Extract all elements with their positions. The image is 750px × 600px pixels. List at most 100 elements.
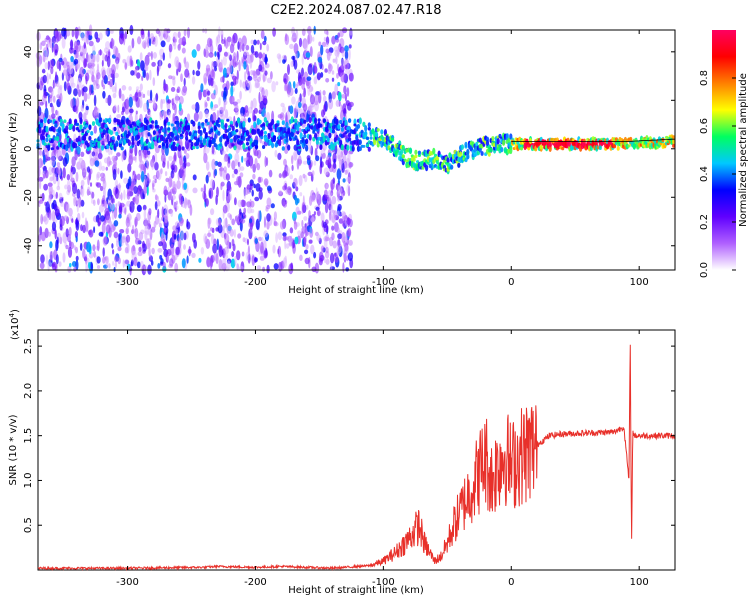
spectrogram-cell xyxy=(222,204,228,214)
spectrogram-cell xyxy=(96,63,100,74)
spectrogram-cell xyxy=(148,38,152,47)
spectrogram-cell xyxy=(52,126,56,133)
spectrogram-cell xyxy=(162,261,166,270)
spectrogram-cell xyxy=(259,100,265,110)
spectrogram-cell xyxy=(307,106,311,112)
spectrogram-cell xyxy=(124,62,128,70)
spectrogram-cell xyxy=(205,64,211,72)
spectrogram-cell xyxy=(253,39,257,46)
spectrogram-cell xyxy=(83,35,88,44)
spectrogram-cell xyxy=(117,52,121,61)
spectrogram-cell xyxy=(120,146,124,151)
spectrogram-cell xyxy=(253,121,257,129)
spectrogram-cell xyxy=(435,155,439,161)
spectrogram-cell xyxy=(49,102,53,108)
spectrogram-cell xyxy=(264,89,269,98)
spectrogram-cell xyxy=(282,54,287,60)
spectrogram-cell xyxy=(203,73,208,84)
spectrogram-cell xyxy=(286,84,291,94)
spectrogram-cell xyxy=(281,146,285,151)
spectrogram-cell xyxy=(51,221,57,232)
spectrogram-cell xyxy=(316,72,322,80)
spectrogram-cell xyxy=(217,223,223,234)
spectrogram-cell xyxy=(290,235,293,242)
snr-y-label: SNR (10 * v/v) xyxy=(8,414,19,485)
spectrogram-cell xyxy=(328,132,332,139)
spectrogram-cell xyxy=(253,107,258,114)
spectrogram-cell xyxy=(328,98,334,110)
spectrogram-cell xyxy=(146,172,150,182)
spectrogram-cell xyxy=(224,253,229,261)
spectrogram-cell xyxy=(496,138,500,145)
spectrogram-cell xyxy=(256,265,261,270)
spectrogram-cell xyxy=(222,190,225,202)
spectrogram-cell xyxy=(303,236,307,244)
spectrogram-cell xyxy=(291,55,296,61)
spectrogram-cell xyxy=(49,94,53,99)
spectrogram-cell xyxy=(277,231,283,241)
spectrogram-cell xyxy=(293,177,298,188)
spectrogram-cell xyxy=(331,91,336,100)
spectrogram-cell xyxy=(179,193,183,205)
snr-series-line xyxy=(37,344,676,572)
spectrogram-cell xyxy=(239,172,244,178)
spectrogram-cell xyxy=(256,39,260,45)
spectrogram-cell xyxy=(249,157,254,169)
spectrogram-cell xyxy=(122,58,127,64)
spectrogram-cell xyxy=(154,119,158,125)
spectrogram-cell xyxy=(266,112,270,122)
spectrogram-cell xyxy=(126,97,130,109)
spectrogram-cell xyxy=(154,35,158,47)
spectrogram-cell xyxy=(305,80,310,87)
spectrogram-cell xyxy=(304,249,309,255)
spectrogram-cell xyxy=(147,38,150,48)
spectrogram-cell xyxy=(183,149,187,154)
spectrogram-cell xyxy=(325,184,329,190)
spectrogram-cell xyxy=(61,37,66,49)
spectrogram-cell xyxy=(89,168,93,175)
spectrogram-cell xyxy=(425,164,429,172)
spectrogram-cell xyxy=(417,153,421,157)
spectrogram-cell xyxy=(224,128,228,134)
spectrogram-cell xyxy=(38,128,42,134)
spectrogram-cell xyxy=(134,130,139,135)
spectrogram-cell xyxy=(56,31,62,42)
spectrogram-cell xyxy=(39,262,45,270)
spectrogram-cell xyxy=(254,196,260,202)
spectrogram-cell xyxy=(322,95,327,103)
spectrogram-cell xyxy=(339,139,343,145)
spectrogram-cell xyxy=(158,145,162,149)
spectrogram-cell xyxy=(84,217,88,229)
spectrogram-cell xyxy=(348,137,352,142)
spectrogram-cell xyxy=(176,86,181,93)
spectrogram-cell xyxy=(48,191,53,201)
spectrogram-cell xyxy=(210,227,213,232)
spectrogram-cell xyxy=(193,239,197,249)
spectrogram-cell xyxy=(308,239,313,244)
spectrogram-cell xyxy=(211,145,215,155)
spectrogram-cell xyxy=(258,51,263,59)
spectrogram-cell xyxy=(306,155,311,161)
spectrogram-cell xyxy=(179,158,184,171)
spectrogram-cell xyxy=(290,262,294,271)
spectrogram-cell xyxy=(56,149,62,160)
spectrogram-cell xyxy=(118,234,121,242)
spectrogram-cell xyxy=(172,141,176,146)
spectrogram-cell xyxy=(118,88,122,99)
spectrogram-cell xyxy=(48,212,53,221)
spectrogram-cell xyxy=(155,93,159,102)
spectrogram-cell xyxy=(336,48,340,58)
spectrogram-cell xyxy=(55,109,58,116)
spectrogram-cell xyxy=(170,209,174,217)
spectrogram-cell xyxy=(307,33,313,44)
spectrogram-cell xyxy=(487,151,491,157)
spectrogram-cell xyxy=(289,105,294,114)
spectrogram-cell xyxy=(242,211,246,217)
spectrogram-cell xyxy=(416,160,420,164)
spectrogram-cell xyxy=(222,67,228,78)
spectrogram-cell xyxy=(186,162,191,167)
spectrogram-cell xyxy=(218,219,222,227)
spectrogram-cell xyxy=(380,129,384,135)
spectrogram-cell xyxy=(183,77,186,87)
spectrogram-cell xyxy=(145,72,150,81)
